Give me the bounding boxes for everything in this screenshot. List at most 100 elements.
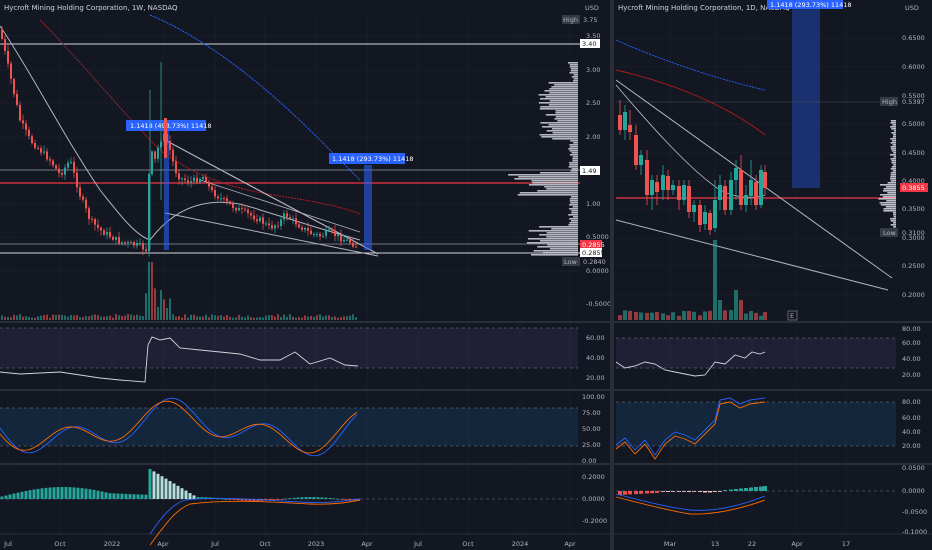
left-macd-bar [113,493,116,499]
left-volume-bar [55,315,57,320]
left-profile-bar [570,140,578,142]
left-profile-bar [529,184,578,186]
right-candle-body [734,168,738,180]
chart-divider[interactable] [610,0,614,550]
left-macd-bar [237,499,240,500]
right-macd-bar [645,491,649,494]
left-volume-bar [16,316,18,320]
left-volume-bar [256,318,258,320]
left-time-tick: Jul [210,540,219,548]
left-volume-bar [280,317,282,320]
right-price-tick: 0.6500 [902,34,925,42]
right-profile-bar [893,214,896,216]
left-volume-bar [187,318,189,320]
left-profile-bar [537,246,578,248]
left-price-tick: 3.00 [586,66,600,74]
left-profile-bar [539,226,578,228]
right-volume-bar [729,310,733,320]
left-profile-bar [570,66,578,68]
right-profile-bar [890,176,896,178]
left-profile-bar [569,208,578,210]
left-candle-body [184,178,186,180]
left-volume-bar [286,317,288,320]
left-volume-bar [199,316,201,320]
left-candle-body [46,151,48,159]
left-candle-body [259,218,261,222]
left-candle-body [310,231,312,234]
right-profile-bar [891,168,896,170]
left-candle-body [157,148,159,159]
left-time-tick: Jul [413,540,422,548]
right-profile-bar [891,180,896,182]
left-macd-bar [25,491,28,499]
left-candle-body [172,150,174,162]
left-volume-bar [25,316,27,320]
left-volume-bar [109,316,111,320]
left-candle-body [199,179,201,182]
right-volume-bar [671,312,675,320]
right-macd-bar [623,491,627,495]
left-candle-body [295,218,297,224]
left-time-tick: Apr [157,540,169,548]
right-profile-bar [893,136,896,138]
tag-1-49: 1.49 [582,167,596,175]
left-candle-body [217,196,219,198]
right-volume-bar [682,311,686,320]
left-profile-bar [520,192,578,194]
left-candle-body [289,217,291,219]
right-volume-bar [639,313,643,320]
tag-0-2855: 0.2855 [582,249,605,257]
left-volume-bar [118,315,120,320]
left-candle-body [76,173,78,188]
left-volume-bar [43,315,45,320]
right-candle-body [618,115,622,130]
left-macd-tick: 0.0000 [582,495,605,503]
left-candle-body [337,235,339,236]
left-macd-bar [153,471,156,499]
left-candle-body [88,208,90,219]
right-profile-bar [893,226,896,228]
right-macd-bar [749,488,753,492]
left-macd-bar [125,494,128,499]
left-macd-bar [17,493,20,499]
left-candle-body [304,228,306,230]
left-profile-bar [544,90,578,92]
left-macd-bar [37,489,40,499]
left-candle-body [139,243,141,244]
left-price-tick: 0.0000 [586,267,609,275]
left-candle-body [22,120,24,123]
left-profile-bar [514,178,578,180]
right-stoch-band [616,402,896,446]
left-volume-bar [232,318,234,320]
left-macd-bar [81,488,84,499]
left-price-tick: 1.00 [586,200,600,208]
left-macd-bar [85,489,88,499]
left-profile-bar [571,210,578,212]
measure-label-1: 1.1418 (493.73%) 11418 [130,122,212,130]
left-volume-bar [217,316,219,320]
right-stoch-tick: 60.00 [902,414,921,422]
left-profile-bar [570,72,578,74]
right-profile-bar [892,140,896,142]
left-volume-bar [178,316,180,320]
left-price-tick: 3.50 [586,32,600,40]
right-volume-bar [708,311,712,320]
left-candle-body [298,224,300,227]
left-volume-bar [307,317,309,320]
right-volume-bar [623,310,627,320]
right-profile-bar [894,216,896,218]
right-profile-bar [894,130,896,132]
right-rsi-tick: 80.00 [902,325,921,333]
right-volume-bar [677,316,681,320]
left-macd-bar [49,488,52,499]
left-profile-bar [557,120,578,122]
left-macd-bar [89,489,92,499]
right-profile-bar [883,196,896,198]
left-macd-bar [137,494,140,499]
left-candle-body [7,51,9,64]
left-candle-body [349,240,351,243]
right-candle-body [708,213,712,230]
left-candle-body [322,236,324,237]
left-volume-bar [70,315,72,320]
left-profile-bar [543,252,578,254]
